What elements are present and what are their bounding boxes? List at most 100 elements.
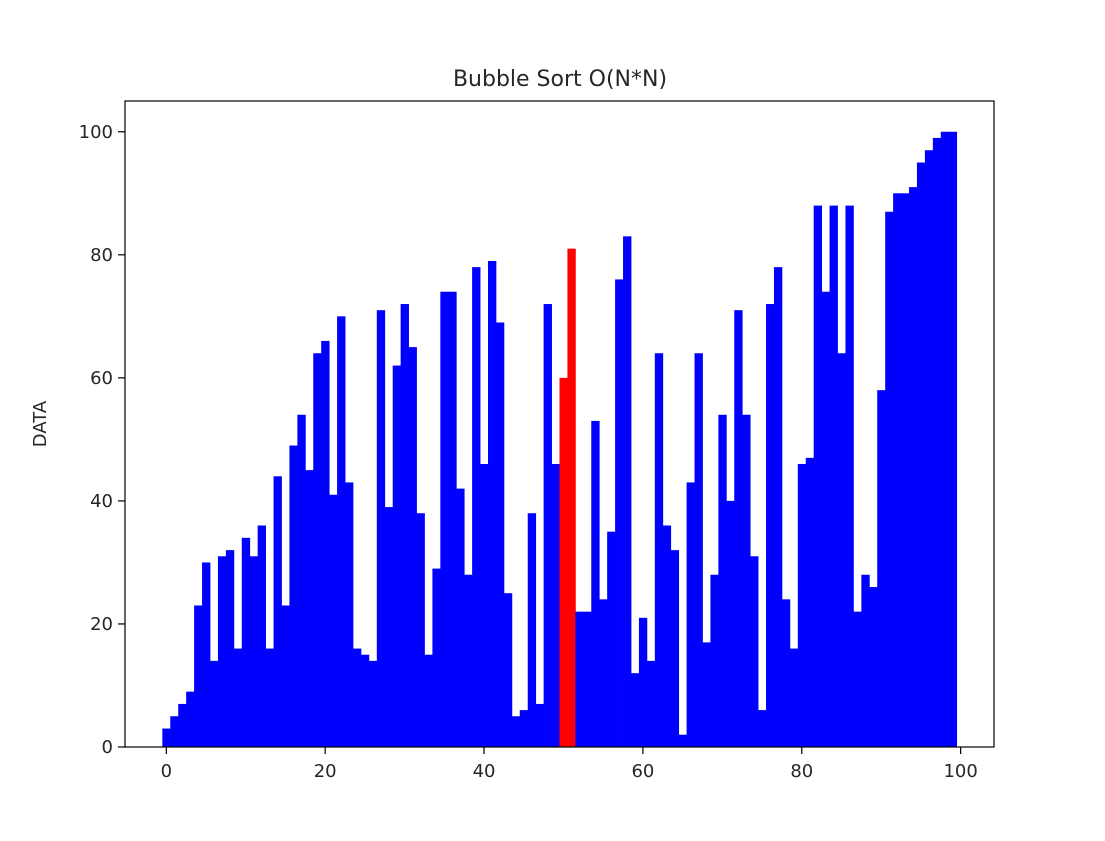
y-tick-label: 0 — [102, 737, 113, 758]
bar-24 — [352, 648, 362, 747]
bar-35 — [440, 291, 449, 747]
bar-51 — [567, 248, 576, 747]
bar-65 — [678, 734, 687, 747]
x-tick-label: 100 — [943, 761, 977, 782]
bar-89 — [869, 587, 878, 747]
bar-1 — [170, 716, 179, 747]
bar-61 — [646, 660, 656, 747]
bar-19 — [313, 353, 322, 747]
bar-83 — [821, 291, 830, 747]
y-tick-label: 20 — [90, 614, 113, 635]
bar-0 — [162, 728, 171, 747]
bar-52 — [575, 611, 584, 747]
bar-5 — [202, 562, 211, 747]
y-tick-label: 80 — [90, 245, 113, 266]
bar-84 — [829, 205, 838, 748]
x-axis-ticks: 0 20 40 60 80 100 — [161, 747, 978, 782]
bar-76 — [766, 304, 775, 747]
bar-22 — [337, 316, 346, 747]
bar-25 — [360, 654, 370, 747]
bar-10 — [241, 537, 251, 747]
bar-8 — [225, 550, 235, 747]
bar-21 — [329, 494, 338, 747]
bar-87 — [853, 611, 862, 747]
bar-98 — [940, 131, 950, 747]
bar-82 — [813, 205, 823, 748]
bar-66 — [686, 482, 695, 747]
bar-32 — [416, 513, 425, 747]
bar-2 — [178, 703, 187, 747]
bar-11 — [249, 556, 259, 747]
bar-56 — [607, 531, 616, 747]
chart-title: Bubble Sort O(N*N) — [453, 67, 667, 92]
bar-93 — [901, 193, 910, 748]
bar-97 — [932, 137, 942, 747]
x-tick-label: 60 — [631, 761, 654, 782]
bar-17 — [297, 414, 306, 747]
bar-62 — [654, 353, 664, 747]
bar-7 — [217, 556, 227, 747]
bar-31 — [408, 347, 417, 747]
bar-4 — [194, 605, 203, 747]
bar-91 — [885, 211, 894, 748]
bar-90 — [877, 390, 886, 747]
bar-53 — [583, 611, 592, 747]
bar-15 — [281, 605, 290, 747]
bar-58 — [623, 236, 632, 747]
bar-94 — [909, 187, 918, 747]
bar-77 — [773, 267, 783, 747]
bar-99 — [948, 131, 958, 747]
bar-20 — [321, 340, 330, 747]
plot-area-frame — [124, 100, 995, 748]
bar-86 — [845, 205, 854, 748]
bar-69 — [710, 574, 719, 747]
bar-18 — [305, 470, 314, 747]
x-tick-label: 80 — [790, 761, 813, 782]
bar-29 — [392, 365, 402, 747]
bar-38 — [464, 574, 473, 747]
x-tick-label: 40 — [473, 761, 496, 782]
x-tick-label: 0 — [161, 761, 172, 782]
bar-50 — [559, 377, 568, 747]
y-tick-label: 100 — [79, 122, 113, 143]
bar-75 — [758, 710, 767, 747]
bar-64 — [670, 550, 680, 747]
y-tick-label: 40 — [90, 491, 113, 512]
bar-42 — [495, 322, 505, 747]
bar-95 — [916, 162, 926, 747]
bar-79 — [789, 648, 799, 747]
bar-36 — [448, 291, 457, 747]
bar-23 — [345, 482, 354, 747]
bar-80 — [797, 463, 807, 747]
bar-28 — [384, 507, 394, 747]
bar-74 — [750, 556, 759, 747]
bar-41 — [488, 260, 497, 747]
bar-40 — [480, 463, 489, 747]
bar-71 — [726, 500, 735, 747]
bar-73 — [742, 414, 751, 747]
bar-44 — [511, 716, 521, 747]
bar-33 — [424, 654, 433, 747]
bar-55 — [599, 599, 608, 747]
x-tick-label: 20 — [314, 761, 337, 782]
bar-46 — [527, 513, 537, 747]
bar-96 — [924, 150, 934, 748]
bar-60 — [638, 617, 648, 747]
bar-59 — [630, 673, 640, 747]
bar-85 — [837, 353, 846, 747]
bar-78 — [781, 599, 791, 747]
bar-30 — [400, 304, 409, 747]
bar-6 — [209, 660, 219, 747]
bar-49 — [551, 463, 560, 747]
bar-92 — [893, 193, 902, 748]
y-tick-label: 60 — [90, 368, 113, 389]
bar-37 — [456, 488, 465, 747]
bar-63 — [662, 525, 672, 747]
bar-3 — [186, 691, 195, 747]
bar-34 — [432, 568, 441, 747]
bars — [162, 131, 958, 748]
bar-88 — [861, 574, 870, 747]
y-axis-label: DATA — [30, 400, 51, 447]
